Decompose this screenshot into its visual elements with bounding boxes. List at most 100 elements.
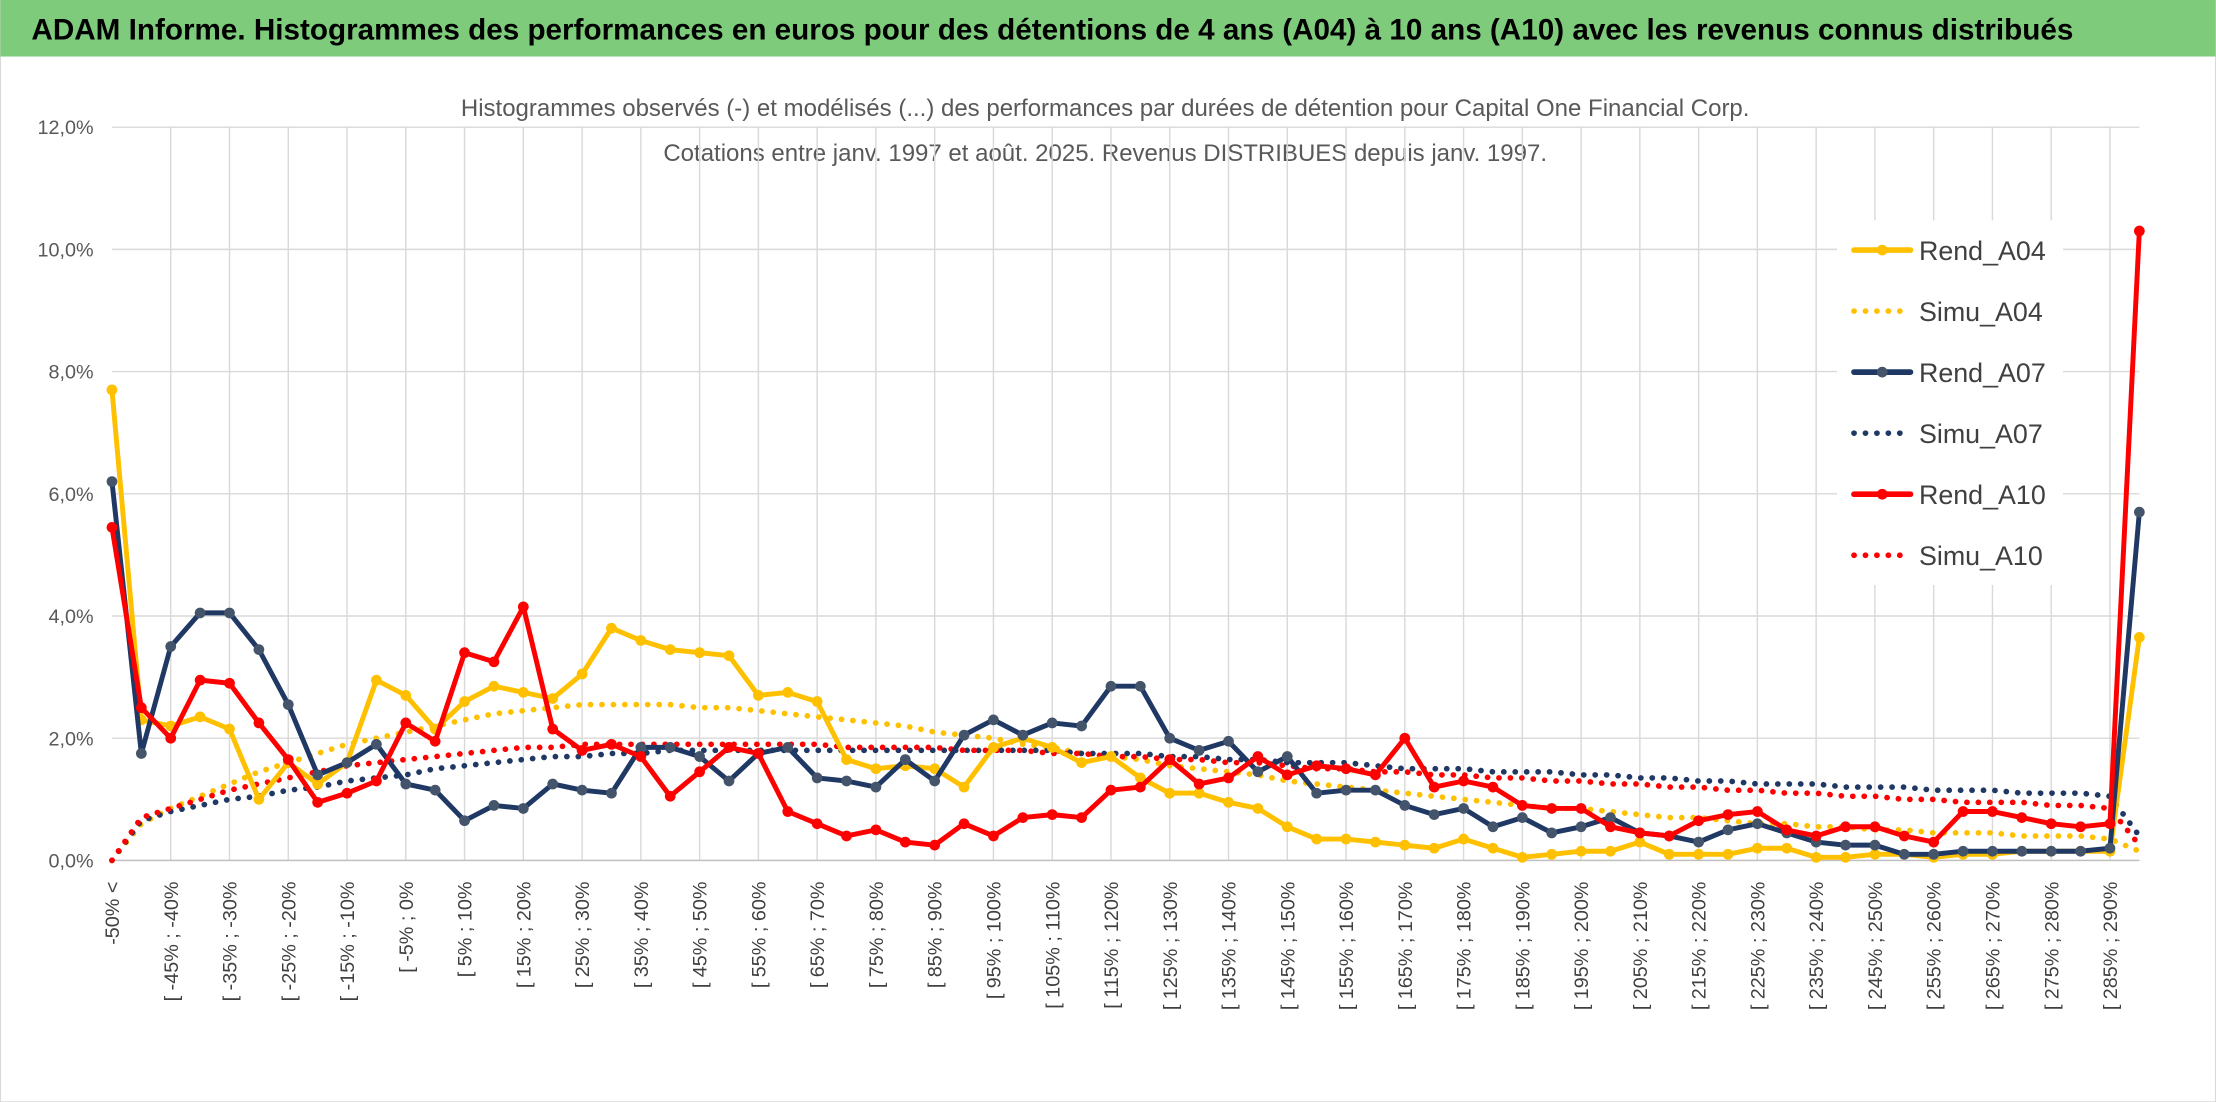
series-marker <box>1928 848 1940 860</box>
series-marker <box>194 674 206 686</box>
series-marker <box>106 384 118 396</box>
series-marker <box>2075 845 2086 857</box>
series-marker <box>841 754 852 765</box>
series-marker <box>841 775 852 787</box>
series-marker <box>1898 830 1910 842</box>
x-tick-label: [ 115% ; 120% <box>1101 882 1123 1009</box>
series-line <box>109 701 2143 864</box>
series-marker <box>1458 775 1469 787</box>
series-marker <box>224 677 235 689</box>
series-marker <box>282 699 294 710</box>
x-tick-label: [ 105% ; 110% <box>1042 882 1064 1009</box>
series-marker <box>1193 745 1205 756</box>
series-marker <box>723 650 735 662</box>
legend-label: Simu_A07 <box>1919 419 2043 449</box>
series-marker <box>1340 763 1352 775</box>
series-marker <box>958 781 970 793</box>
series-marker <box>841 830 852 842</box>
series-marker <box>459 696 470 707</box>
series-marker <box>106 476 118 487</box>
series-marker <box>459 815 470 827</box>
series-marker <box>811 696 823 707</box>
series-marker <box>1546 848 1558 860</box>
series-marker <box>1311 760 1323 772</box>
series-marker <box>2104 818 2116 830</box>
x-tick-label: [ 135% ; 140% <box>1219 882 1241 1011</box>
series-marker <box>1781 824 1793 836</box>
series-marker <box>2133 632 2145 643</box>
x-tick-label: [ 205% ; 210% <box>1630 882 1652 1011</box>
series-marker <box>606 787 617 799</box>
x-tick-label: [ 45% ; 50% <box>690 882 712 989</box>
series-marker <box>723 775 735 787</box>
series-marker <box>1957 845 1969 857</box>
series-marker <box>224 607 235 619</box>
series-marker <box>1987 845 1998 857</box>
y-tick-label: 12,0% <box>38 117 94 139</box>
series-marker <box>1134 680 1146 692</box>
series-marker <box>576 784 588 796</box>
series-marker <box>1575 845 1587 857</box>
banner-bar <box>0 0 2216 57</box>
series-marker <box>1810 851 1822 863</box>
series-marker <box>1458 803 1469 814</box>
series-marker <box>1487 781 1499 793</box>
legend: Rend_A04 Simu_A04 Rend_A07 Simu_A07 Rend_A10… <box>1837 220 2064 585</box>
x-tick-label: [ 175% ; 180% <box>1454 882 1476 1011</box>
series-marker <box>1017 812 1029 824</box>
series-marker <box>1605 812 1616 824</box>
legend-marker <box>1876 244 1888 256</box>
series-marker <box>1869 848 1881 860</box>
x-tick-label: [ 65% ; 70% <box>807 882 829 989</box>
series-marker <box>1810 830 1822 842</box>
series-marker <box>135 702 147 714</box>
series-marker <box>606 622 617 634</box>
series-marker <box>1223 735 1234 747</box>
series-marker <box>1105 751 1117 762</box>
series-marker <box>2075 821 2086 833</box>
series-marker <box>958 729 970 741</box>
series-marker <box>1487 842 1499 854</box>
series-marker <box>1399 732 1411 744</box>
series-marker <box>429 784 441 796</box>
series-marker <box>1693 815 1704 827</box>
series-marker <box>517 687 529 698</box>
series-marker <box>1046 741 1058 753</box>
series-marker <box>1252 766 1264 778</box>
series-marker <box>811 818 823 830</box>
legend-marker <box>1876 366 1888 378</box>
series-marker <box>459 647 470 659</box>
series-marker <box>958 818 970 830</box>
x-tick-label: [ 245% ; 250% <box>1865 882 1887 1011</box>
series-marker <box>488 800 500 811</box>
series-marker <box>1546 803 1558 814</box>
series-line <box>109 228 2142 848</box>
x-tick-label: [ 75% ; 80% <box>866 882 888 989</box>
series-marker <box>517 601 529 613</box>
series-marker <box>1575 821 1587 833</box>
x-tick-label: [ -45% ; -40% <box>161 882 183 1002</box>
series-marker <box>253 793 265 805</box>
series-marker <box>988 741 999 753</box>
series-marker <box>988 714 999 726</box>
series-line <box>109 387 2142 860</box>
series-marker <box>753 748 764 759</box>
series-marker <box>2045 845 2057 857</box>
series-marker <box>1281 821 1293 833</box>
x-tick-label: [ 275% ; 280% <box>2041 882 2063 1011</box>
series-marker <box>312 796 324 808</box>
series-marker <box>1869 821 1881 833</box>
series-marker <box>1340 784 1352 796</box>
y-tick-label: 4,0% <box>49 606 94 628</box>
series-marker <box>224 723 235 735</box>
series-marker <box>929 763 941 775</box>
series-marker <box>1693 848 1704 860</box>
series-marker <box>429 735 441 747</box>
series-marker <box>1134 772 1146 784</box>
series-marker <box>664 741 676 753</box>
series-marker <box>1105 784 1117 796</box>
chart-title: Histogrammes observés (-) et modélisés (… <box>461 95 1750 122</box>
series-marker <box>576 745 588 756</box>
series-marker <box>106 522 118 533</box>
